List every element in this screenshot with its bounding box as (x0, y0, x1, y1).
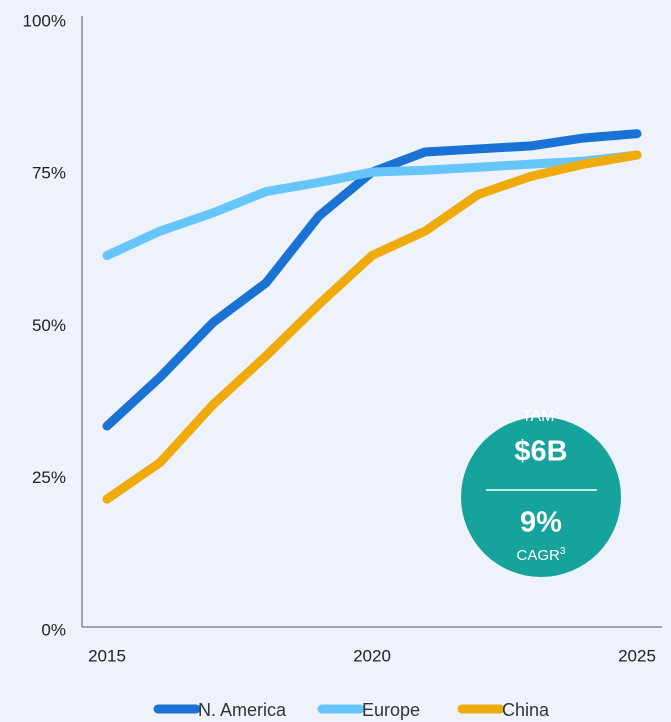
x-tick-label: 2025 (618, 646, 656, 665)
tam-label-text: TAM (522, 408, 555, 425)
legend-label: N. America (198, 700, 287, 720)
legend-label: Europe (362, 700, 420, 720)
badge: TAM2 $6B 9% CAGR3 (461, 407, 621, 577)
badge-circle (461, 417, 621, 577)
cagr-label: CAGR3 (517, 546, 566, 564)
y-tick-label: 0% (41, 620, 66, 639)
legend-label: China (502, 700, 550, 720)
cagr-note: 3 (560, 546, 566, 557)
y-tick-label: 100% (23, 11, 66, 30)
x-tick-label: 2015 (88, 646, 126, 665)
series-line (102, 150, 642, 504)
tam-note: 2 (555, 407, 561, 418)
y-tick-label: 75% (32, 164, 66, 183)
y-tick-label: 50% (32, 316, 66, 335)
cagr-label-text: CAGR (517, 547, 561, 564)
cagr-value: 9% (520, 507, 562, 539)
tam-value: $6B (514, 436, 567, 468)
tam-label: TAM2 (522, 407, 561, 426)
series-line (102, 150, 642, 261)
y-tick-label: 25% (32, 468, 66, 487)
x-tick-label: 2020 (353, 646, 391, 665)
